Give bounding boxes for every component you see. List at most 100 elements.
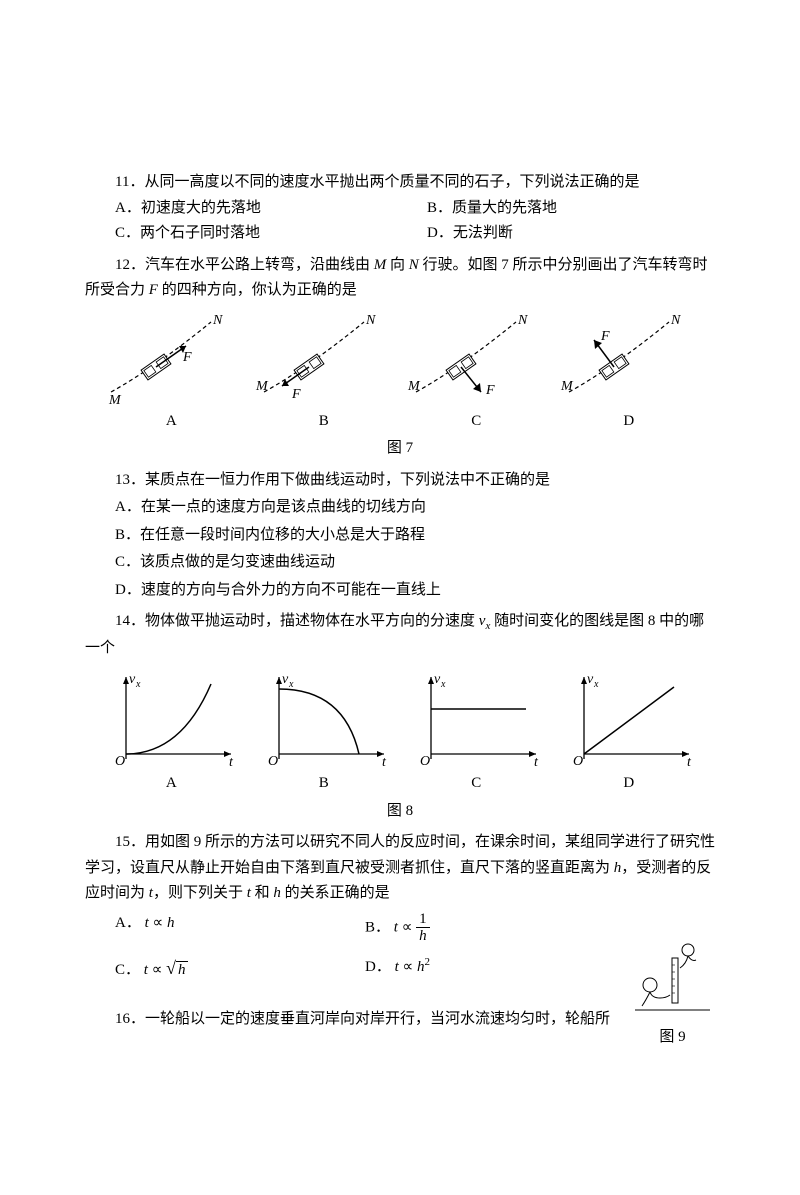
svg-text:v: v bbox=[282, 672, 289, 687]
q15-opt-c: C． t ∝ h bbox=[115, 953, 365, 984]
svg-text:M: M bbox=[255, 379, 269, 394]
q15-d-pref: D． bbox=[365, 959, 391, 975]
q15-a-prop: ∝ bbox=[153, 915, 164, 931]
q15-b-prop: ∝ bbox=[402, 919, 413, 935]
svg-text:x: x bbox=[440, 679, 446, 690]
q16-stem: 16．一轮船以一定的速度垂直河岸向对岸开行，当河水流速均匀时，轮船所 bbox=[85, 1007, 715, 1033]
q15-b-t: t bbox=[394, 919, 398, 935]
q12-label-c: C bbox=[400, 409, 553, 435]
q11-options-row-2: C．两个石子同时落地 D．无法判断 bbox=[85, 221, 715, 247]
q15-c-sqrt: h bbox=[166, 953, 187, 984]
q15-figure: 图 9 bbox=[630, 940, 715, 1050]
q12-fig-b: F M N B bbox=[248, 312, 401, 435]
svg-text:M: M bbox=[560, 379, 574, 394]
q14-fig-d: v x O t D bbox=[553, 669, 706, 797]
svg-text:v: v bbox=[129, 672, 136, 687]
q12-label-b: B bbox=[248, 409, 401, 435]
svg-text:O: O bbox=[573, 754, 583, 769]
exam-page: 11．从同一高度以不同的速度水平抛出两个质量不同的石子，下列说法正确的是 A．初… bbox=[0, 0, 800, 1195]
q12-svg-d: F M N bbox=[559, 312, 699, 407]
q15-text-4: 和 bbox=[251, 885, 274, 901]
q15-a-t: t bbox=[145, 915, 149, 931]
q15-d-sup: 2 bbox=[424, 956, 430, 968]
q15-b-den: h bbox=[416, 928, 430, 945]
q15-opt-a: A． t ∝ h bbox=[115, 911, 365, 945]
svg-text:v: v bbox=[587, 672, 594, 687]
q15-c-prop: ∝ bbox=[152, 962, 163, 978]
q15-c-h: h bbox=[176, 961, 188, 978]
q12-figure-row: F M N A F M bbox=[85, 312, 715, 435]
q13-opt-a: A．在某一点的速度方向是该点曲线的切线方向 bbox=[115, 495, 715, 521]
q14-text-1: 14．物体做平抛运动时，描述物体在水平方向的分速度 bbox=[115, 613, 479, 629]
q11-opt-c: C．两个石子同时落地 bbox=[115, 221, 427, 247]
q11-opt-a: A．初速度大的先落地 bbox=[115, 196, 427, 222]
q14-svg-d: v x O t bbox=[559, 669, 699, 769]
q15-c-t: t bbox=[144, 962, 148, 978]
q14-label-d: D bbox=[553, 771, 706, 797]
q15-b-pref: B． bbox=[365, 919, 390, 935]
q12-label-a: A bbox=[95, 409, 248, 435]
question-12: 12．汽车在水平公路上转弯，沿曲线由 M 向 N 行驶。如图 7 所示中分别画出… bbox=[85, 253, 715, 462]
svg-text:N: N bbox=[212, 313, 223, 328]
q15-svg bbox=[630, 940, 715, 1015]
svg-text:F: F bbox=[485, 383, 495, 398]
svg-text:F: F bbox=[182, 350, 192, 365]
q12-sym-n: N bbox=[409, 257, 419, 273]
q15-stem: 15．用如图 9 所示的方法可以研究不同人的反应时间，在课余时间，某组同学进行了… bbox=[85, 830, 715, 907]
q12-stem: 12．汽车在水平公路上转弯，沿曲线由 M 向 N 行驶。如图 7 所示中分别画出… bbox=[85, 253, 715, 304]
q12-sym-f: F bbox=[149, 282, 158, 298]
svg-text:x: x bbox=[593, 679, 599, 690]
svg-text:t: t bbox=[534, 755, 539, 769]
svg-text:t: t bbox=[687, 755, 692, 769]
q14-label-a: A bbox=[95, 771, 248, 797]
q12-sym-m: M bbox=[374, 257, 387, 273]
q12-fig-d: F M N D bbox=[553, 312, 706, 435]
svg-text:M: M bbox=[407, 379, 421, 394]
svg-text:O: O bbox=[268, 754, 278, 769]
q11-opt-d: D．无法判断 bbox=[427, 221, 513, 247]
q12-svg-b: F M N bbox=[254, 312, 394, 407]
q15-d-prop: ∝ bbox=[403, 959, 414, 975]
q14-figure-row: v x O t A v x O t bbox=[85, 669, 715, 797]
q15-h-2: h bbox=[273, 885, 281, 901]
q13-stem: 13．某质点在一恒力作用下做曲线运动时，下列说法中不正确的是 bbox=[85, 468, 715, 494]
svg-text:F: F bbox=[600, 329, 610, 344]
q15-b-num: 1 bbox=[416, 911, 430, 929]
svg-text:N: N bbox=[517, 313, 528, 328]
q13-opt-d: D．速度的方向与合外力的方向不可能在一直线上 bbox=[115, 578, 715, 604]
q11-options-row-1: A．初速度大的先落地 B．质量大的先落地 bbox=[85, 196, 715, 222]
svg-text:M: M bbox=[108, 393, 122, 407]
q12-caption: 图 7 bbox=[85, 436, 715, 462]
q15-a-pref: A． bbox=[115, 915, 141, 931]
q13-options: A．在某一点的速度方向是该点曲线的切线方向 B．在任意一段时间内位移的大小总是大… bbox=[85, 495, 715, 603]
q14-label-c: C bbox=[400, 771, 553, 797]
svg-text:F: F bbox=[291, 387, 301, 402]
q12-text-2: 向 bbox=[386, 257, 409, 273]
q14-svg-a: v x O t bbox=[101, 669, 241, 769]
q12-fig-a: F M N A bbox=[95, 312, 248, 435]
q14-fig-b: v x O t B bbox=[248, 669, 401, 797]
q15-b-frac: 1 h bbox=[416, 911, 430, 945]
q15-opt-b: B． t ∝ 1 h bbox=[365, 911, 615, 945]
q14-label-b: B bbox=[248, 771, 401, 797]
q15-caption: 图 9 bbox=[630, 1025, 715, 1051]
q13-opt-c: C．该质点做的是匀变速曲线运动 bbox=[115, 550, 715, 576]
q15-a-h: h bbox=[167, 915, 175, 931]
q14-stem: 14．物体做平抛运动时，描述物体在水平方向的分速度 vx 随时间变化的图线是图 … bbox=[85, 609, 715, 661]
q15-text-3: ，则下列关于 bbox=[153, 885, 247, 901]
q11-stem: 11．从同一高度以不同的速度水平抛出两个质量不同的石子，下列说法正确的是 bbox=[85, 170, 715, 196]
svg-text:v: v bbox=[434, 672, 441, 687]
question-14: 14．物体做平抛运动时，描述物体在水平方向的分速度 vx 随时间变化的图线是图 … bbox=[85, 609, 715, 824]
q15-text-5: 的关系正确的是 bbox=[281, 885, 390, 901]
q15-d-t: t bbox=[395, 959, 399, 975]
svg-text:x: x bbox=[135, 679, 141, 690]
svg-text:x: x bbox=[288, 679, 294, 690]
q11-opt-b: B．质量大的先落地 bbox=[427, 196, 557, 222]
q14-svg-b: v x O t bbox=[254, 669, 394, 769]
svg-text:O: O bbox=[420, 754, 430, 769]
question-15: 15．用如图 9 所示的方法可以研究不同人的反应时间，在课余时间，某组同学进行了… bbox=[85, 830, 715, 987]
svg-text:t: t bbox=[229, 755, 234, 769]
q14-svg-c: v x O t bbox=[406, 669, 546, 769]
q12-svg-a: F M N bbox=[101, 312, 241, 407]
q12-svg-c: F M N bbox=[406, 312, 546, 407]
